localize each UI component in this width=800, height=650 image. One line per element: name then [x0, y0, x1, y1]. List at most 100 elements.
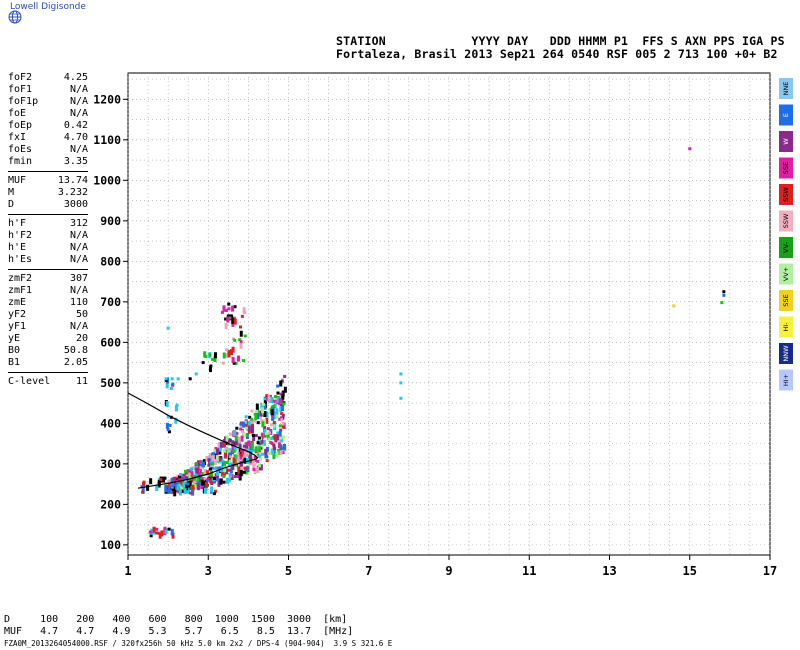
echo-point	[254, 410, 258, 414]
legend-box-label: NNW	[782, 345, 790, 362]
echo-point	[265, 411, 269, 418]
echo-point	[225, 446, 229, 450]
legend-color-box	[779, 157, 793, 179]
param-value: 0.42	[63, 120, 88, 131]
echo-point	[234, 441, 238, 445]
legend-color-box	[779, 210, 793, 232]
param-yf1: yF1 N/A	[8, 321, 88, 333]
echo-point	[156, 531, 160, 535]
echo-point	[250, 420, 254, 427]
echo-point	[227, 351, 231, 358]
echo-point	[193, 483, 197, 490]
x-tick-label: 9	[445, 564, 452, 578]
echo-point	[259, 410, 263, 417]
legend-color-box	[779, 316, 793, 338]
echo-point	[170, 377, 174, 381]
echo-point	[176, 484, 180, 491]
echo-point	[276, 396, 280, 403]
echo-point	[236, 475, 240, 479]
echo-point	[280, 379, 284, 383]
param-hes: h'Es N/A	[8, 254, 88, 266]
echo-point	[214, 446, 218, 450]
echo-point	[231, 305, 235, 312]
echo-point	[222, 449, 226, 453]
echo-point	[204, 481, 208, 488]
echo-point	[239, 449, 243, 453]
echo-point	[210, 470, 214, 477]
echo-point	[254, 414, 258, 421]
echo-point	[258, 416, 262, 420]
echo-point	[242, 307, 246, 314]
param-name: M	[8, 187, 15, 198]
echo-point	[216, 460, 220, 464]
echo-point	[218, 461, 222, 465]
echo-point	[224, 354, 228, 358]
echo-point	[200, 479, 204, 486]
echo-point	[210, 486, 214, 493]
legend-color-box	[779, 131, 793, 152]
echo-point	[206, 470, 210, 474]
echo-point	[200, 471, 204, 475]
echo-point	[248, 415, 252, 419]
echo-point	[227, 350, 231, 354]
echo-point	[282, 402, 286, 406]
legend-box-label: VV+	[782, 267, 790, 281]
echo-point	[227, 439, 231, 443]
echo-point	[256, 421, 260, 425]
echo-point	[191, 481, 195, 488]
echo-point	[165, 401, 169, 408]
echo-point	[198, 460, 202, 464]
echo-point	[213, 467, 217, 471]
echo-point	[174, 483, 178, 490]
param-separator	[8, 269, 88, 270]
echo-point	[271, 448, 275, 455]
echo-point	[237, 466, 241, 473]
echo-point	[190, 471, 194, 478]
echo-point	[273, 434, 277, 441]
echo-point	[213, 458, 217, 465]
echo-point	[276, 391, 280, 395]
echo-point	[215, 466, 219, 470]
echo-point	[239, 342, 243, 349]
echo-point	[225, 348, 229, 352]
echo-point	[250, 417, 254, 421]
echo-point	[197, 472, 201, 476]
param-value: N/A	[69, 321, 88, 332]
echo-point	[228, 459, 232, 463]
param-zme: zmE 110	[8, 297, 88, 309]
echo-point	[217, 466, 221, 470]
echo-point	[281, 451, 285, 455]
x-tick-label: 1	[124, 564, 131, 578]
echo-point	[229, 474, 233, 478]
echo-point	[194, 471, 198, 478]
echo-point	[265, 417, 269, 424]
echo-point	[208, 473, 212, 477]
echo-point	[273, 447, 277, 451]
echo-point	[249, 445, 253, 452]
echo-point	[223, 460, 227, 467]
echo-point	[201, 361, 205, 365]
echo-point	[269, 437, 273, 441]
echo-point	[254, 450, 258, 457]
echo-point	[263, 425, 267, 432]
echo-point	[186, 487, 190, 494]
echo-point	[273, 395, 277, 399]
echo-point	[244, 468, 248, 475]
echo-point	[281, 393, 285, 400]
param-value: 3.232	[57, 187, 88, 198]
echo-point	[197, 478, 201, 485]
echo-point	[266, 434, 270, 441]
echo-point	[174, 417, 178, 424]
echo-point	[263, 428, 267, 432]
echo-point	[220, 310, 224, 314]
echo-point	[222, 475, 226, 479]
echo-point	[237, 472, 241, 476]
echo-point	[235, 472, 239, 476]
param-value: N/A	[69, 96, 88, 107]
legend-color-box	[779, 263, 793, 285]
y-tick-label: 300	[100, 457, 121, 471]
echo-point	[278, 397, 282, 404]
echo-point	[210, 466, 214, 470]
echo-point	[244, 415, 248, 419]
echo-point	[239, 427, 243, 431]
